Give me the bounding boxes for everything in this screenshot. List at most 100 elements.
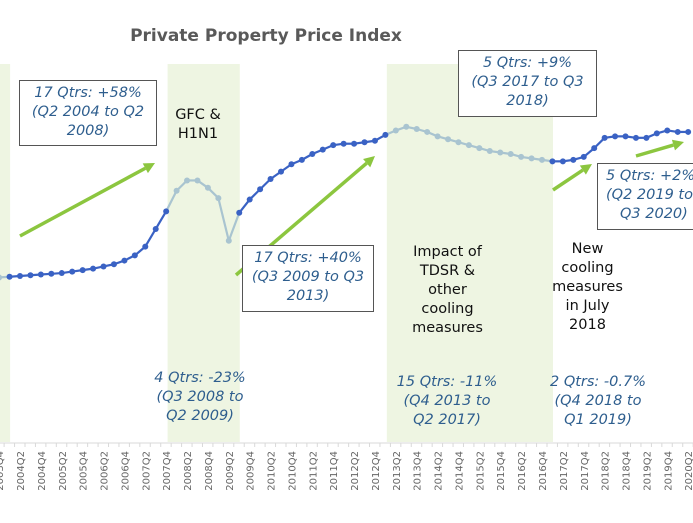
data-point [382, 131, 389, 138]
x-tick-label: 2013Q4 [413, 451, 424, 491]
note-line: Impact of [413, 244, 482, 260]
data-point [37, 271, 44, 278]
x-tick-label: 2004Q4 [37, 451, 48, 491]
x-tick-label: 2003Q4 [0, 451, 6, 491]
data-point [142, 243, 149, 250]
x-tick-label: 2009Q2 [225, 451, 236, 491]
data-point [445, 136, 452, 143]
data-point [685, 128, 692, 135]
x-tick-label: 2008Q2 [183, 451, 194, 491]
note-line: 2018 [569, 317, 606, 333]
trend-arrow [552, 168, 584, 192]
data-point [371, 137, 378, 144]
annotation-2017-2018: 5 Qtrs: +9% (Q3 2017 to Q3 2018) [458, 50, 597, 117]
annotation-line: 2008) [66, 123, 110, 139]
shaded-period [0, 64, 11, 442]
data-point [622, 133, 629, 140]
data-point [497, 149, 504, 156]
data-point [580, 153, 587, 160]
data-point [632, 134, 639, 141]
series-segment [165, 190, 178, 212]
note-line: New [571, 241, 604, 257]
annotation-line: Q3 2020) [620, 206, 688, 222]
series-segment [227, 212, 241, 242]
data-point [403, 123, 410, 130]
data-point [413, 126, 420, 132]
note-line: H1N1 [177, 126, 219, 142]
chart-title: Private Property Price Index [130, 26, 402, 46]
data-point [319, 146, 326, 153]
annotation-line: (Q3 2009 to Q3 [251, 269, 365, 285]
data-point [539, 156, 545, 163]
x-tick-label: 2009Q4 [246, 451, 257, 491]
x-tick-label: 2012Q4 [371, 451, 382, 491]
trend-arrow-head [363, 156, 375, 168]
x-tick-label: 2006Q2 [100, 451, 111, 491]
x-tick-label: 2018Q4 [622, 451, 633, 491]
data-point [121, 257, 128, 264]
x-tick-label: 2014Q4 [454, 451, 465, 491]
data-point [184, 177, 191, 184]
note-line: other [428, 282, 467, 298]
data-point [131, 252, 138, 259]
data-point [27, 272, 34, 279]
data-point [194, 177, 201, 184]
x-tick-label: 2016Q4 [538, 451, 549, 491]
data-point [351, 140, 358, 147]
data-point [361, 139, 368, 146]
annotation-line: 4 Qtrs: -23% [154, 370, 246, 386]
data-point [163, 208, 170, 215]
trend-arrow [635, 143, 674, 158]
x-tick-label: 2016Q2 [517, 451, 528, 491]
data-point [48, 270, 55, 277]
trend-arrow [19, 166, 147, 238]
note-line: in July [565, 298, 610, 314]
series-segment [144, 228, 157, 248]
data-point [278, 168, 284, 175]
annotation-line: (Q4 2018 to [554, 393, 642, 409]
data-point [236, 209, 243, 216]
data-point [6, 273, 13, 280]
x-tick-label: 2007Q2 [141, 451, 152, 491]
data-point [90, 265, 97, 272]
annotation-line: Q2 2017) [413, 412, 481, 428]
annotation-line: 5 Qtrs: +9% [482, 55, 573, 71]
x-tick-label: 2019Q2 [642, 451, 653, 491]
data-point [476, 145, 483, 152]
data-point [17, 273, 23, 279]
x-tick-label: 2011Q4 [329, 451, 340, 491]
data-point [152, 225, 159, 232]
note-line: cooling [421, 301, 474, 317]
data-point [424, 128, 431, 135]
annotation-line: 17 Qtrs: +58% [34, 85, 142, 101]
x-tick-label: 2015Q4 [496, 451, 507, 491]
x-tick-label: 2020Q2 [684, 451, 693, 491]
annotation-line: (Q2 2019 to [606, 187, 693, 203]
shaded-period [167, 64, 240, 442]
data-point [288, 161, 295, 168]
data-point [664, 127, 671, 134]
x-tick-label: 2017Q2 [559, 451, 570, 491]
data-point [455, 139, 462, 146]
x-tick-label: 2014Q2 [434, 451, 445, 491]
data-point [507, 150, 514, 157]
trend-arrow-head [142, 163, 155, 174]
trend-arrow-head [671, 139, 684, 151]
data-point [465, 142, 472, 149]
data-point [79, 267, 86, 274]
x-tick-label: 2007Q4 [162, 451, 173, 491]
annotation-line: (Q3 2008 to [156, 389, 244, 405]
x-tick-label: 2013Q2 [392, 451, 403, 491]
x-tick-label: 2010Q2 [267, 451, 278, 491]
data-point [69, 268, 76, 275]
data-point [58, 270, 65, 277]
data-point [559, 158, 566, 165]
data-point [612, 133, 619, 140]
note-july-2018: New cooling measures in July 2018 [545, 240, 630, 335]
annotation-line: 15 Qtrs: -11% [396, 374, 498, 390]
x-tick-label: 2005Q4 [79, 451, 90, 491]
data-point [601, 134, 608, 141]
x-tick-label: 2017Q4 [580, 451, 591, 491]
data-point [257, 186, 264, 193]
